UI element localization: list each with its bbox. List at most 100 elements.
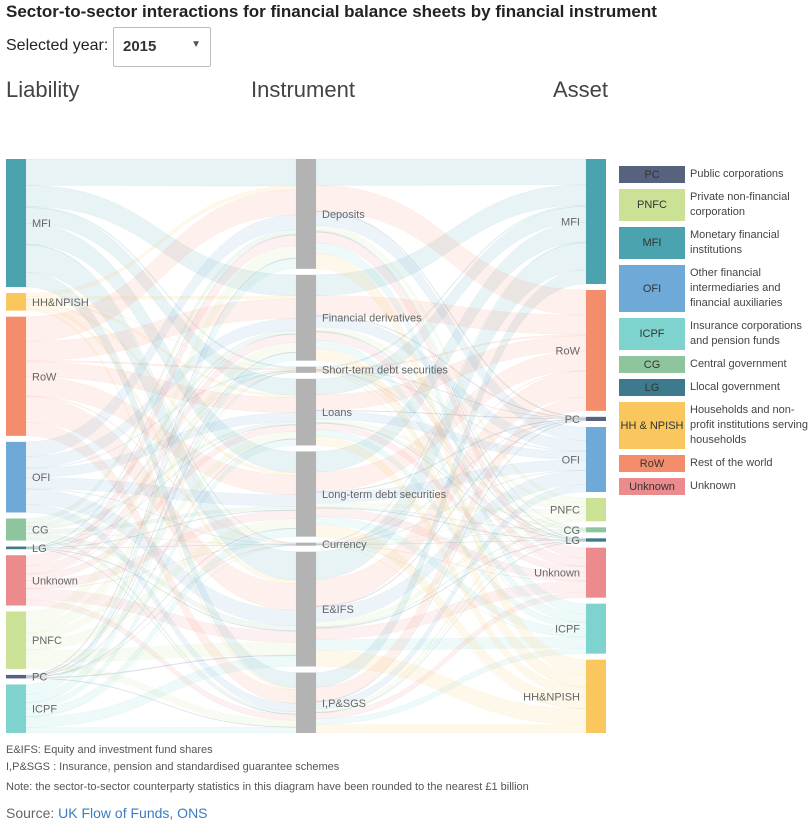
liability-node-icpf[interactable] xyxy=(6,684,26,733)
asset-node-icpf[interactable] xyxy=(586,603,606,654)
asset-label-unknown: Unknown xyxy=(534,568,580,580)
legend-swatch-hhnpish: HH & NPISH xyxy=(618,401,686,450)
asset-node-pnfc[interactable] xyxy=(586,498,606,522)
legend-label-unknown: Unknown xyxy=(690,480,736,492)
asset-node-unknown[interactable] xyxy=(586,547,606,598)
instrument-node-eifs[interactable] xyxy=(296,551,316,667)
legend-label-pc: Public corporations xyxy=(690,168,784,180)
asset-label-row: RoW xyxy=(556,345,581,357)
asset-label-pnfc: PNFC xyxy=(550,505,580,517)
flow-asset-HHNPISH-IPSGS xyxy=(315,724,587,734)
legend-label-ofi: Other financial intermediaries and finan… xyxy=(690,267,783,309)
footnote-eifs: E&IFS: Equity and investment fund shares xyxy=(6,744,213,756)
sankey-labels: MFI HH&NPISH RoW OFI CG LG Unknown PNFC PC ICPF De… xyxy=(32,209,581,716)
asset-label-hhnpish: HH&NPISH xyxy=(523,691,580,703)
liability-label-hhnpish: HH&NPISH xyxy=(32,297,89,309)
instrument-node-stdebt[interactable] xyxy=(296,366,316,373)
flow-asset-LG-IPSGS xyxy=(315,541,587,714)
legend-label-mfi: Monetary financial institutions xyxy=(690,229,780,256)
liability-label-row: RoW xyxy=(32,371,57,383)
liability-node-pnfc[interactable] xyxy=(6,611,26,669)
liability-node-mfi[interactable] xyxy=(6,159,26,288)
asset-label-ofi: OFI xyxy=(562,455,580,467)
legend-label-icpf: Insurance corporations and pension funds xyxy=(690,320,802,347)
liability-node-pc[interactable] xyxy=(6,674,26,679)
legend-swatch-icpf: ICPF xyxy=(618,317,686,351)
asset-label-pc: PC xyxy=(565,414,580,426)
legend-label-pnfc: Private non-financial corporation xyxy=(690,191,790,218)
liability-node-row[interactable] xyxy=(6,316,26,436)
year-dropdown-value: 2015 xyxy=(123,38,157,55)
instrument-node-currency[interactable] xyxy=(296,542,316,546)
instrument-label-finderiv: Financial derivatives xyxy=(322,313,422,325)
flow-liability-ICPF-Currency xyxy=(25,545,297,718)
flow-liability-ICPF-FinDeriv xyxy=(25,352,297,703)
flow-asset-Unknown-IPSGS xyxy=(315,591,587,719)
legend-label-lg: Llocal government xyxy=(690,381,780,393)
flow-asset-MFI-Deposits xyxy=(315,158,587,186)
liability-node-unknown[interactable] xyxy=(6,555,26,606)
instrument-node-deposits[interactable] xyxy=(296,159,316,269)
legend-swatch-pnfc: PNFC xyxy=(618,188,686,222)
instrument-node-loans[interactable] xyxy=(296,378,316,446)
asset-node-ofi[interactable] xyxy=(586,427,606,492)
asset-column-heading: Asset xyxy=(553,77,609,102)
asset-node-mfi[interactable] xyxy=(586,159,606,284)
legend-swatch-pc: PC xyxy=(618,165,686,184)
legend-swatch-ofi: OFI xyxy=(618,264,686,313)
asset-node-cg[interactable] xyxy=(586,527,606,533)
liability-node-hhnpish[interactable] xyxy=(6,293,26,311)
asset-node-hhnpish[interactable] xyxy=(586,659,606,733)
flow-asset-ICPF-IPSGS xyxy=(315,647,587,725)
instrument-label-deposits: Deposits xyxy=(322,209,365,221)
instrument-label-currency: Currency xyxy=(322,539,367,551)
footnote-ipsgs: I,P&SGS : Insurance, pension and standar… xyxy=(6,761,340,773)
instrument-label-loans: Loans xyxy=(322,407,352,419)
liability-label-cg: CG xyxy=(32,525,49,537)
liability-node-ofi[interactable] xyxy=(6,441,26,513)
liability-node-cg[interactable] xyxy=(6,518,26,541)
instrument-node-finderiv[interactable] xyxy=(296,274,316,361)
instrument-label-ipsgs: I,P&SGS xyxy=(322,698,366,710)
chart-title: Sector-to-sector interactions for financ… xyxy=(6,2,657,21)
instrument-node-ltdebt[interactable] xyxy=(296,451,316,537)
legend-swatch-lg: LG xyxy=(618,378,686,397)
legend-swatch-mfi: MFI xyxy=(618,226,686,260)
legend-swatch-unknown: Unknown xyxy=(618,477,686,496)
source-prefix: Source: xyxy=(6,805,59,821)
rounding-note: Note: the sector-to-sector counterparty … xyxy=(6,781,529,793)
flow-liability-MFI-Deposits xyxy=(25,158,297,187)
legend-label-cg: Central government xyxy=(690,358,787,370)
sankey-flows xyxy=(25,158,587,734)
sankey-nodes xyxy=(6,159,606,733)
liability-label-ofi: OFI xyxy=(32,472,50,484)
asset-label-cg: CG xyxy=(564,525,581,537)
instrument-label-stdebt: Short-term debt securities xyxy=(322,365,448,377)
instrument-node-ipsgs[interactable] xyxy=(296,672,316,733)
liability-label-mfi: MFI xyxy=(32,218,51,230)
flow-liability-ICPF-Loans xyxy=(25,438,297,710)
chevron-down-icon: ▼ xyxy=(191,39,201,50)
source-link[interactable]: UK Flow of Funds, ONS xyxy=(58,805,208,821)
liability-label-unknown: Unknown xyxy=(32,575,78,587)
liability-label-lg: LG xyxy=(32,543,47,555)
liability-column-heading: Liability xyxy=(6,77,80,102)
instrument-label-eifs: E&IFS xyxy=(322,604,354,616)
asset-node-pc[interactable] xyxy=(586,416,606,421)
asset-node-lg[interactable] xyxy=(586,538,606,542)
instrument-label-ltdebt: Long-term debt securities xyxy=(322,489,447,501)
liability-label-icpf: ICPF xyxy=(32,704,57,716)
liability-label-pc: PC xyxy=(32,672,47,684)
year-label: Selected year: xyxy=(6,37,109,54)
legend-swatch-row: RoW xyxy=(618,454,686,473)
asset-node-row[interactable] xyxy=(586,290,606,411)
liability-node-lg[interactable] xyxy=(6,546,26,550)
source-line: Source: UK Flow of Funds, ONS xyxy=(6,805,208,821)
asset-label-mfi: MFI xyxy=(561,217,580,229)
legend-swatch-cg: CG xyxy=(618,355,686,374)
legend-label-hhnpish: Households and non-profit institutions s… xyxy=(690,404,808,446)
liability-label-pnfc: PNFC xyxy=(32,635,62,647)
year-dropdown[interactable]: 2015 ▼ xyxy=(113,27,211,67)
instrument-column-heading: Instrument xyxy=(251,77,355,102)
